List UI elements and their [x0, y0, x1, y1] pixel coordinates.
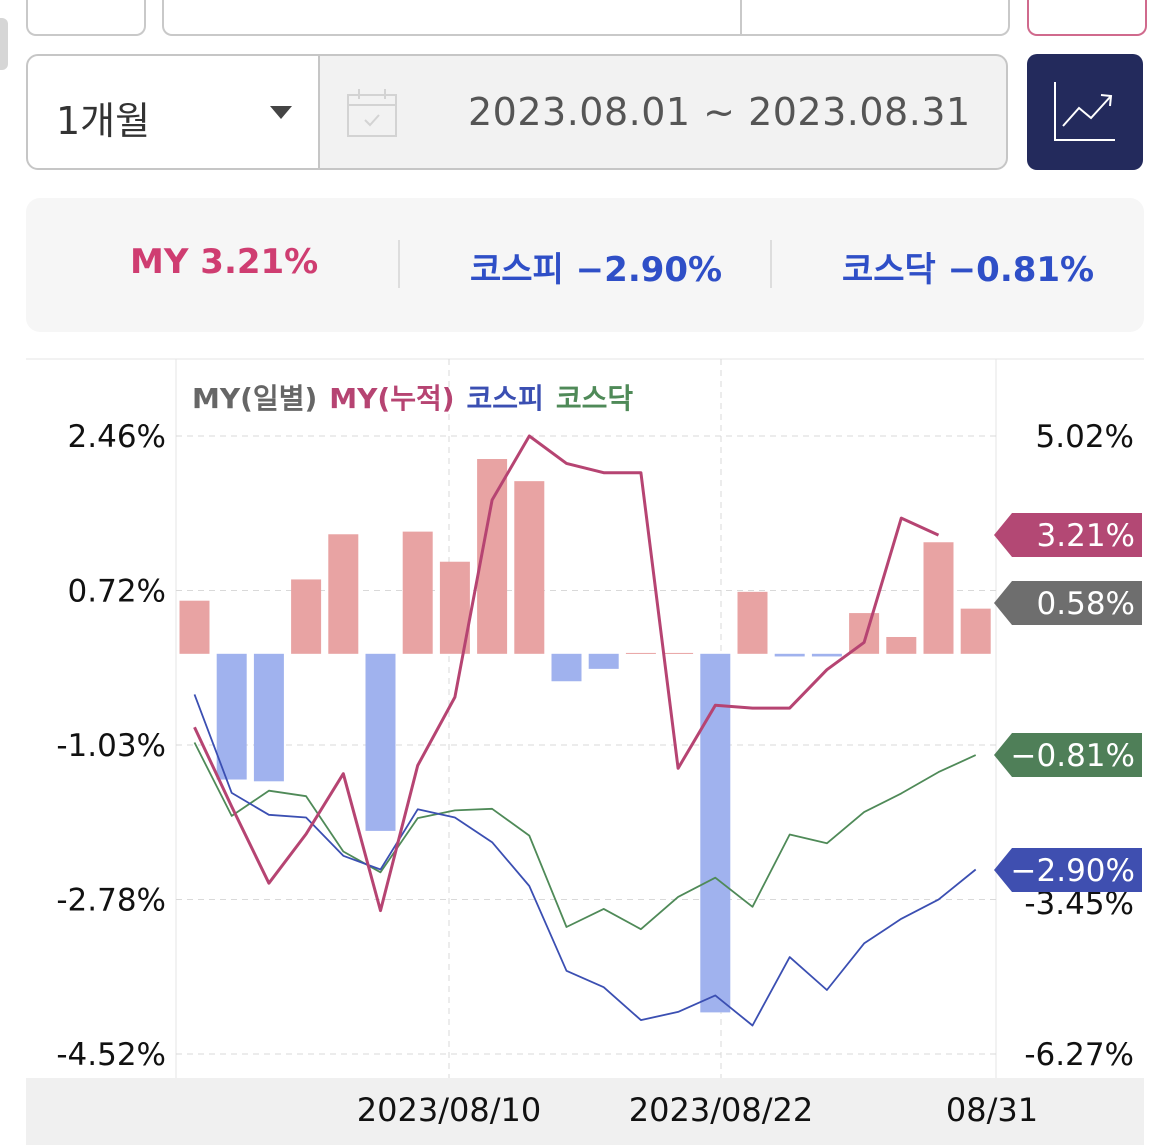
daily-return-bar: [774, 653, 805, 657]
daily-return-bar: [328, 534, 359, 654]
legend-item: 코스피: [467, 382, 544, 415]
daily-return-bar: [625, 652, 656, 654]
daily-return-bar: [849, 613, 880, 654]
summary-kospi: 코스피 −2.90%: [470, 250, 723, 290]
right-tick-label: 5.02%: [1036, 419, 1134, 455]
top-control-stub[interactable]: [162, 0, 744, 36]
daily-return-bar: [923, 542, 954, 654]
end-value-tag: [994, 733, 1142, 777]
daily-return-bar: [514, 481, 545, 654]
left-tick-label: -1.03%: [56, 728, 166, 764]
daily-return-bar: [588, 653, 619, 669]
x-tick-label: 2023/08/10: [357, 1091, 541, 1129]
x-tick-label: 08/31: [946, 1091, 1038, 1129]
daily-return-bar: [737, 591, 768, 654]
daily-return-bar: [551, 653, 582, 682]
left-tick-label: -2.78%: [56, 883, 166, 919]
left-tick-label: 2.46%: [68, 419, 166, 455]
x-tick-label: 2023/08/22: [629, 1091, 813, 1129]
caret-down-icon: [270, 106, 292, 119]
scroll-handle[interactable]: [0, 18, 8, 70]
end-value-label: −2.90%: [1011, 853, 1135, 889]
end-value-tag: [994, 581, 1142, 625]
daily-return-bar: [179, 600, 210, 654]
daily-return-bar: [811, 653, 842, 657]
summary-kosdaq: 코스닥 −0.81%: [842, 250, 1095, 290]
x-axis-band: [26, 1078, 1144, 1145]
left-tick-label: -4.52%: [56, 1037, 166, 1073]
chart-view-button[interactable]: [1027, 54, 1143, 170]
daily-return-bar: [291, 579, 322, 654]
period-select-label: 1개월: [56, 99, 151, 143]
right-tick-label: -6.27%: [1024, 1037, 1134, 1073]
legend-item: MY(누적): [329, 382, 454, 415]
date-range-text: 2023.08.01 ~ 2023.08.31: [468, 90, 971, 134]
summary-my: MY 3.21%: [130, 242, 319, 282]
daily-return-bar: [216, 653, 247, 780]
top-control-stub[interactable]: [1027, 0, 1147, 36]
end-value-tag: [994, 513, 1142, 557]
top-control-stub[interactable]: [26, 0, 146, 36]
daily-return-bar: [663, 652, 694, 654]
left-tick-label: 0.72%: [68, 574, 166, 610]
legend-item: MY(일별): [192, 382, 317, 415]
daily-return-bar: [700, 653, 731, 1013]
date-range-picker[interactable]: 2023.08.01 ~ 2023.08.31: [320, 54, 1008, 170]
end-value-tag: [994, 848, 1142, 892]
returns-summary: MY 3.21% 코스피 −2.90% 코스닥 −0.81%: [26, 198, 1144, 332]
end-value-label: 3.21%: [1037, 518, 1135, 554]
calendar-icon: [347, 89, 397, 137]
my-cumulative-line: [193, 434, 940, 913]
line-chart-icon: [1054, 82, 1115, 141]
kosdaq-line: [193, 742, 977, 931]
divider: [398, 240, 400, 288]
daily-return-bar: [960, 608, 991, 654]
end-value-label: −0.81%: [1011, 738, 1135, 774]
returns-chart: 2.46%0.72%-1.03%-2.78%-4.52%5.02%-3.45%-…: [26, 358, 1144, 1129]
kospi-line: [193, 694, 977, 1027]
daily-return-bar: [886, 636, 917, 654]
top-control-stub[interactable]: [740, 0, 1010, 36]
daily-return-bar: [402, 531, 433, 654]
legend-item: 코스닥: [556, 382, 634, 415]
period-select[interactable]: 1개월: [26, 54, 320, 170]
daily-return-bar: [253, 653, 284, 782]
divider: [770, 240, 772, 288]
daily-return-bar: [365, 653, 396, 831]
end-value-label: 0.58%: [1037, 586, 1135, 622]
